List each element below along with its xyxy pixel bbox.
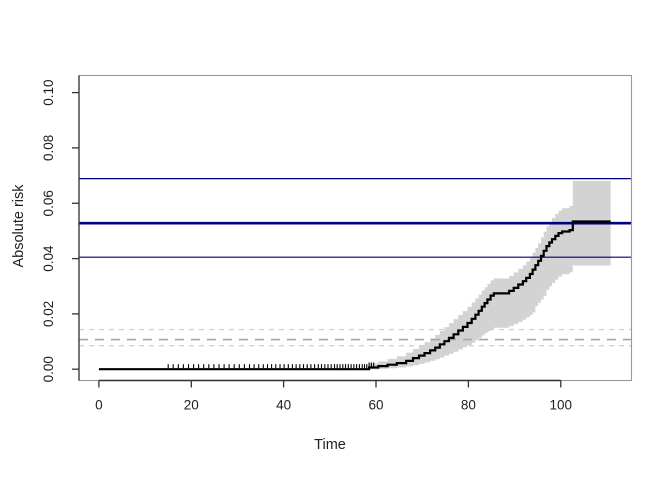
y-tick-label: 0.10 [41,79,56,105]
y-tick-label: 0.02 [41,301,56,327]
x-axis-title: Time [314,437,346,453]
y-tick-label: 0.08 [41,135,56,161]
x-tick-label: 40 [276,398,291,413]
x-tick-label: 80 [461,398,476,413]
y-tick-label: 0.04 [41,245,56,272]
x-tick-label: 60 [368,398,383,413]
y-tick-label: 0.06 [41,190,56,216]
x-tick-label: 0 [95,398,103,413]
absolute-risk-curve [98,220,611,371]
confidence-band [369,180,611,370]
y-tick-label: 0.00 [41,356,56,382]
x-tick-label: 100 [550,398,573,413]
x-tick-label: 20 [184,398,199,413]
y-axis-title: Absolute risk [11,184,27,268]
